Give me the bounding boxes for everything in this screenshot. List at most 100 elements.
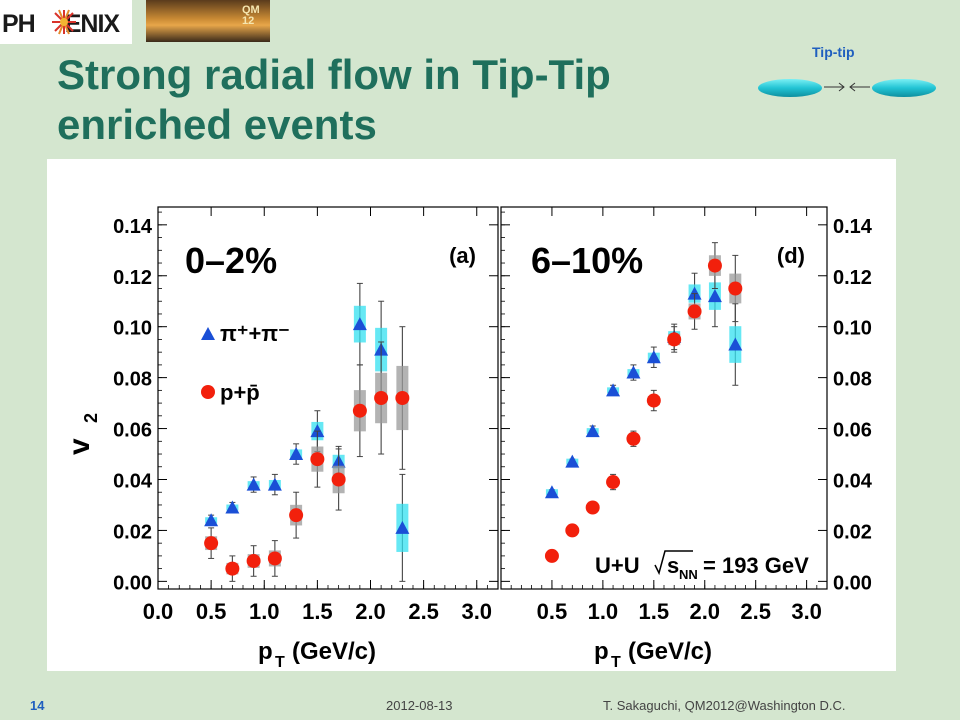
x-tick-label: 1.0: [588, 599, 619, 624]
proton-point: [544, 548, 559, 563]
pion-point: [395, 520, 410, 534]
proton-point: [667, 332, 682, 347]
annotation-energy: s: [667, 553, 679, 578]
y-tick-label: 0.00: [833, 572, 872, 594]
proton-point: [707, 258, 722, 273]
y-tick-label: 0.02: [833, 521, 872, 543]
proton-point: [728, 281, 743, 296]
pion-point: [585, 424, 600, 438]
y-tick-label: 0.08: [113, 369, 152, 391]
x-axis-label: p: [594, 638, 609, 665]
tiptip-label: Tip-tip: [812, 44, 855, 60]
proton-point: [289, 508, 304, 523]
slide-title-line2: enriched events: [57, 101, 377, 148]
proton-point: [352, 403, 367, 418]
proton-point: [225, 561, 240, 576]
pion-point: [204, 513, 219, 527]
y-tick-label: 0.04: [833, 470, 873, 492]
x-tick-label: 2.0: [689, 599, 720, 624]
proton-point: [310, 452, 325, 467]
x-tick-label: 0.0: [143, 599, 174, 624]
x-tick-label: 2.0: [355, 599, 386, 624]
proton-point: [646, 393, 661, 408]
y-tick-label: 0.12: [833, 267, 872, 289]
proton-point: [395, 391, 410, 405]
annotation-energy-sub: NN: [679, 567, 698, 582]
proton-point: [687, 304, 702, 319]
y-tick-label: 0.08: [833, 369, 872, 391]
x-axis-label-sub: T: [275, 654, 285, 671]
panel-label: (d): [777, 243, 805, 268]
panel-label: (a): [449, 243, 476, 268]
pion-point: [606, 383, 621, 397]
proton-point: [565, 523, 580, 538]
sqrt-symbol: [654, 550, 693, 576]
pion-point: [225, 500, 240, 514]
footer-date: 2012-08-13: [386, 698, 453, 713]
x-tick-label: 3.0: [791, 599, 822, 624]
conference-logo: QM 12: [146, 0, 270, 42]
phenix-logo: PH ENIX: [0, 0, 132, 44]
legend-proton-label: p+p̄: [220, 380, 260, 405]
proton-point: [626, 431, 641, 446]
slide-number: 14: [30, 698, 45, 713]
x-tick-label: 3.0: [461, 599, 492, 624]
slide-title: Strong radial flow in Tip-Tip enriched e…: [57, 50, 737, 150]
y-tick-label: 0.06: [113, 420, 152, 442]
chart-panel-a: 0.0 0.5 1.0 1.5 2.0 2.5 3.0 0.00 0.02 0.04 0.06 0.0…: [113, 206, 499, 671]
plot-panel: v 2 0.0 0.5 1.0 1.5 2.0 2.5 3.0 0.00 0.02 0.04 0.0…: [47, 159, 896, 671]
y-tick-label: 0.10: [113, 318, 152, 340]
y-tick-label: 0.14: [833, 216, 873, 238]
y-tick-label: 0.04: [113, 470, 153, 492]
x-axis-label-sub: T: [611, 654, 621, 671]
centrality-label: 0–2%: [185, 240, 277, 281]
x-tick-label: 1.5: [302, 599, 333, 624]
x-tick-label: 0.5: [537, 599, 568, 624]
centrality-label: 6–10%: [531, 240, 643, 281]
x-axis-label: p: [258, 638, 273, 665]
pion-point: [246, 477, 261, 491]
pion-point: [267, 477, 282, 491]
pion-point: [352, 317, 367, 331]
y-tick-label: 0.02: [113, 521, 152, 543]
proton-point: [374, 391, 389, 405]
x-axis-unit: (GeV/c): [292, 638, 376, 665]
y-axis-label-sub: 2: [81, 413, 101, 423]
pion-point: [626, 365, 641, 379]
annotation-value: = 193 GeV: [703, 553, 809, 578]
proton-point: [204, 536, 219, 551]
v2-plot: v 2 0.0 0.5 1.0 1.5 2.0 2.5 3.00.000.020.040.0…: [63, 206, 873, 671]
footer-author: T. Sakaguchi, QM2012@Washington D.C.: [603, 698, 846, 713]
annotation-system: U+U: [595, 553, 640, 578]
y-tick-label: 0.10: [833, 318, 872, 340]
y-tick-label: 0.06: [833, 420, 872, 442]
chart-panel-d: 0.5 1.0 1.5 2.0 2.5 3.0 0.00 0.02 0.04 0.06 0.08 0.…: [500, 206, 873, 671]
x-tick-label: 2.5: [740, 599, 771, 624]
proton-point: [267, 551, 282, 566]
x-tick-label: 0.5: [196, 599, 227, 624]
pion-point: [565, 454, 580, 468]
pion-point: [646, 350, 661, 364]
phenix-logo-text: PH ENIX: [2, 10, 120, 38]
pion-point: [728, 337, 743, 351]
proton-point: [331, 472, 346, 487]
conference-logo-text: QM 12: [242, 4, 260, 27]
legend-pion-marker: [201, 327, 215, 340]
x-tick-label: 1.0: [249, 599, 280, 624]
pion-point: [289, 447, 304, 461]
pion-point: [544, 485, 559, 499]
legend-proton-marker: [201, 385, 215, 399]
pion-point: [707, 289, 722, 303]
proton-point: [606, 475, 621, 490]
x-axis-unit: (GeV/c): [628, 638, 712, 665]
y-tick-label: 0.14: [113, 216, 153, 238]
tiptip-collision-icon: [758, 79, 936, 97]
y-tick-label: 0.00: [113, 572, 152, 594]
slide-title-line1: Strong radial flow in Tip-Tip: [57, 51, 611, 98]
proton-point: [585, 500, 600, 515]
proton-point: [246, 553, 261, 568]
x-tick-label: 1.5: [639, 599, 670, 624]
y-tick-label: 0.12: [113, 267, 152, 289]
x-tick-label: 2.5: [408, 599, 439, 624]
legend-pion-label: π⁺+π⁻: [220, 321, 290, 346]
